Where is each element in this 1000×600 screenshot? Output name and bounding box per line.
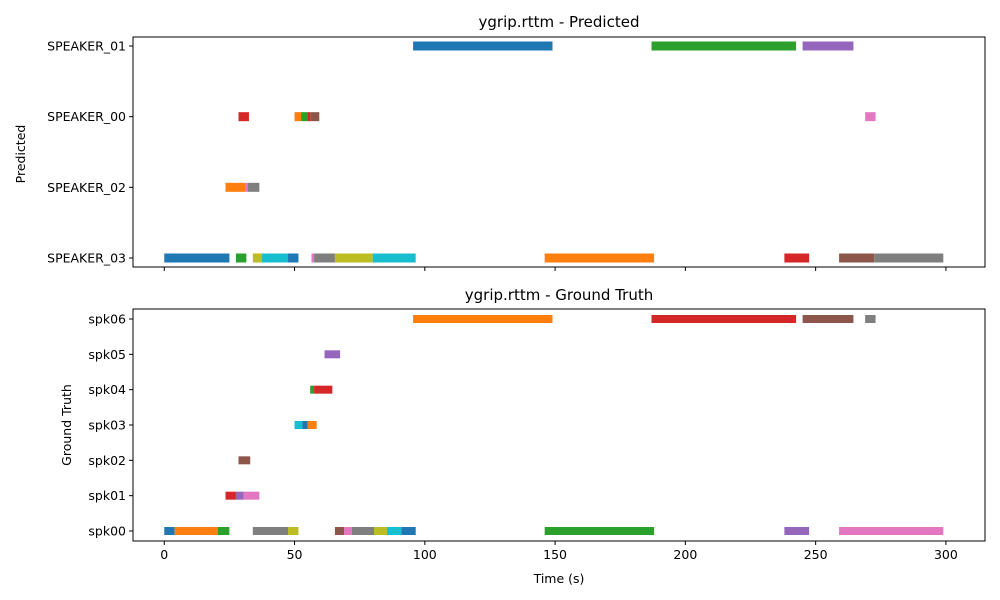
ground-truth-segment bbox=[351, 527, 375, 535]
ground-truth-title: ygrip.rttm - Ground Truth bbox=[465, 286, 653, 304]
ground-truth-y-tick-label: spk02 bbox=[88, 453, 126, 468]
ground-truth-segment bbox=[334, 527, 345, 535]
predicted-segment bbox=[839, 253, 875, 263]
predicted-y-axis-label: Predicted bbox=[13, 125, 28, 184]
ground-truth-segment bbox=[387, 527, 402, 535]
predicted-segment bbox=[802, 41, 854, 51]
x-axis-label: Time (s) bbox=[533, 571, 585, 586]
predicted-segment bbox=[252, 253, 262, 263]
ground-truth-x-tick-label: 100 bbox=[413, 547, 437, 562]
predicted-segment bbox=[301, 112, 308, 122]
predicted-title: ygrip.rttm - Predicted bbox=[479, 13, 640, 31]
ground-truth-y-tick-label: spk06 bbox=[88, 312, 126, 327]
predicted-segment bbox=[874, 253, 944, 263]
ground-truth-segment bbox=[344, 527, 352, 535]
ground-truth-x-tick-label: 150 bbox=[543, 547, 567, 562]
ground-truth-y-ticks: spk00 spk01 spk02 spk03 spk04 spk05 spk06 bbox=[88, 312, 133, 539]
predicted-segment bbox=[245, 182, 248, 192]
ground-truth-segment bbox=[802, 315, 854, 323]
ground-truth-segment bbox=[544, 527, 655, 535]
ground-truth-segments bbox=[164, 315, 944, 535]
predicted-y-tick-label: SPEAKER_01 bbox=[47, 39, 126, 54]
ground-truth-segment bbox=[401, 527, 416, 535]
ground-truth-segment bbox=[235, 491, 244, 500]
predicted-segment bbox=[238, 112, 249, 122]
predicted-segment bbox=[651, 41, 797, 51]
predicted-segment bbox=[307, 112, 311, 122]
predicted-segment bbox=[334, 253, 373, 263]
ground-truth-segment bbox=[252, 527, 289, 535]
ground-truth-x-tick-label: 250 bbox=[804, 547, 828, 562]
ground-truth-segment bbox=[164, 527, 175, 535]
ground-truth-y-axis-label: Ground Truth bbox=[59, 384, 74, 466]
ground-truth-segment bbox=[302, 421, 308, 429]
ground-truth-y-tick-label: spk01 bbox=[88, 488, 126, 503]
ground-truth-x-tick-label: 0 bbox=[160, 547, 168, 562]
predicted-axes-frame bbox=[132, 36, 986, 268]
ground-truth-x-tick-label: 300 bbox=[934, 547, 958, 562]
predicted-segment bbox=[225, 182, 246, 192]
predicted-segment bbox=[235, 253, 247, 263]
ground-truth-y-tick-label: spk03 bbox=[88, 418, 126, 433]
ground-truth-segment bbox=[288, 527, 299, 535]
predicted-segment bbox=[314, 253, 335, 263]
ground-truth-segment bbox=[374, 527, 388, 535]
ground-truth-x-ticks: 0 50 100 150 200 250 300 bbox=[160, 541, 958, 562]
ground-truth-segment bbox=[839, 527, 944, 535]
predicted-segment bbox=[294, 112, 302, 122]
ground-truth-segment bbox=[307, 421, 317, 429]
ground-truth-y-tick-label: spk05 bbox=[88, 347, 126, 362]
ground-truth-y-tick-label: spk00 bbox=[88, 524, 126, 539]
predicted-y-ticks: SPEAKER_03 SPEAKER_02 SPEAKER_00 SPEAKER_01 bbox=[47, 39, 133, 266]
ground-truth-segment bbox=[865, 315, 876, 323]
predicted-segment bbox=[372, 253, 416, 263]
ground-truth-x-tick-label: 200 bbox=[673, 547, 697, 562]
predicted-segment bbox=[310, 112, 320, 122]
predicted-segment bbox=[413, 41, 553, 51]
predicted-y-tick-label: SPEAKER_02 bbox=[47, 180, 126, 195]
predicted-segment bbox=[164, 253, 230, 263]
ground-truth-segment bbox=[651, 315, 797, 323]
ground-truth-panel: ygrip.rttm - Ground Truth Ground Truth s… bbox=[59, 286, 986, 586]
ground-truth-segment bbox=[314, 385, 333, 394]
ground-truth-segment bbox=[324, 350, 341, 359]
predicted-segment bbox=[784, 253, 810, 263]
ground-truth-segment bbox=[413, 315, 553, 323]
ground-truth-segment bbox=[243, 491, 260, 500]
ground-truth-segment bbox=[225, 491, 236, 500]
predicted-y-tick-label: SPEAKER_03 bbox=[47, 251, 126, 266]
ground-truth-segment bbox=[217, 527, 230, 535]
predicted-segment bbox=[261, 253, 289, 263]
predicted-segment bbox=[247, 182, 260, 192]
predicted-segment bbox=[288, 253, 299, 263]
ground-truth-segment bbox=[784, 527, 810, 535]
predicted-segment bbox=[311, 253, 315, 263]
ground-truth-segment bbox=[238, 456, 251, 465]
ground-truth-axes-frame bbox=[132, 308, 986, 542]
ground-truth-segment bbox=[310, 385, 315, 394]
predicted-segments bbox=[164, 41, 944, 263]
predicted-segment bbox=[865, 112, 876, 122]
predicted-panel: ygrip.rttm - Predicted Predicted SPEAKER… bbox=[13, 13, 986, 271]
predicted-x-ticks bbox=[163, 267, 947, 271]
ground-truth-x-tick-label: 50 bbox=[287, 547, 303, 562]
ground-truth-segment bbox=[294, 421, 303, 429]
ground-truth-y-tick-label: spk04 bbox=[88, 382, 126, 397]
predicted-segment bbox=[544, 253, 655, 263]
predicted-y-tick-label: SPEAKER_00 bbox=[47, 109, 126, 124]
ground-truth-segment bbox=[174, 527, 218, 535]
